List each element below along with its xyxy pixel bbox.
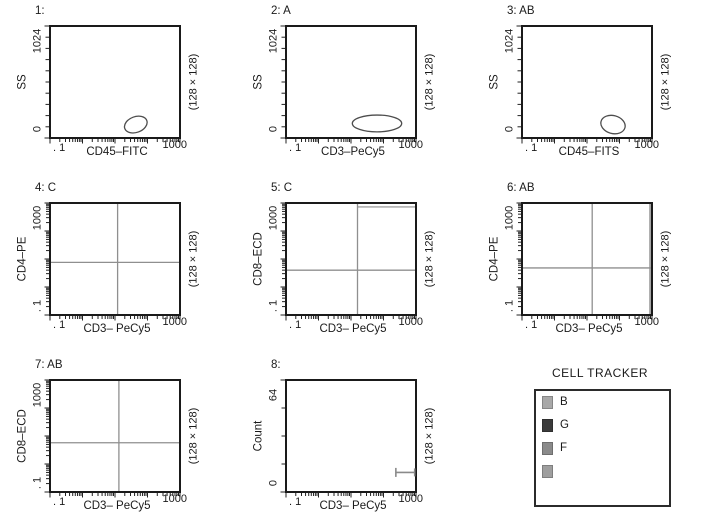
plot-area [280, 379, 417, 498]
x-axis-max-tick-label: 1000 [162, 493, 187, 505]
panel-title: 4: C [35, 182, 57, 194]
legend-entry: G [542, 419, 569, 432]
x-axis-label: CD3– PeCy5 [83, 323, 151, 335]
panel-2: 2: A 1024 SS 0 . 1 CD3–PeCy5 1000 (128 ×… [236, 0, 472, 177]
resolution-annotation: (128 × 128) [423, 407, 436, 465]
legend-label: F [560, 441, 568, 454]
legend-title: CELL TRACKER [551, 366, 649, 380]
x-axis-max-tick-label: 1000 [162, 316, 187, 328]
x-axis-label: CD3– PeCy5 [555, 323, 623, 335]
legend-label: B [560, 395, 568, 408]
plot-area [516, 25, 653, 144]
x-axis-min-tick-label: . 1 [289, 319, 302, 331]
x-axis-max-tick-label: 1000 [398, 316, 423, 328]
x-axis-min-tick-label: . 1 [525, 319, 538, 331]
panel-7: 7: AB 1000 CD8–ECD . 1 . 1 CD3– PeCy5 10… [0, 354, 236, 531]
plot-area [44, 379, 181, 498]
x-axis-max-tick-label: 1000 [634, 316, 659, 328]
panel-title: 7: AB [35, 359, 63, 371]
x-axis-min-tick-label: . 1 [53, 496, 66, 508]
x-axis-min-tick-label: . 1 [53, 319, 66, 331]
legend-label: G [560, 418, 569, 431]
x-axis-label: CD3– PeCy5 [83, 500, 151, 512]
panel-title: 2: A [271, 5, 291, 17]
plot-area [516, 202, 653, 321]
resolution-annotation: (128 × 128) [659, 53, 672, 111]
x-axis-min-tick-label: . 1 [525, 142, 538, 154]
panel-4: 4: C 1000 CD4–PE . 1 . 1 CD3– PeCy5 1000… [0, 177, 236, 354]
x-axis-min-tick-label: . 1 [53, 142, 66, 154]
x-axis-label: CD45–FITS [558, 146, 620, 158]
panel-6: 6: AB 1000 CD4–PE . 1 . 1 CD3– PeCy5 100… [472, 177, 709, 354]
x-axis-label: CD45–FITC [86, 146, 148, 158]
plot-area [44, 25, 181, 144]
panel-title: 1: [35, 5, 45, 17]
x-axis-min-tick-label: . 1 [289, 142, 302, 154]
plot-area [44, 202, 181, 321]
panel-5: 5: C 1000 CD8–ECD . 1 . 1 CD3– PeCy5 100… [236, 177, 472, 354]
x-axis-max-tick-label: 1000 [634, 139, 659, 151]
resolution-annotation: (128 × 128) [187, 53, 200, 111]
x-axis-label: CD3–PeCy5 [321, 146, 385, 158]
panel-title: 5: C [271, 182, 293, 194]
panel-title: 3: AB [507, 5, 535, 17]
x-axis-min-tick-label: . 1 [289, 496, 302, 508]
plot-area [280, 202, 417, 321]
legend-swatch-f [542, 442, 553, 455]
x-axis-label: CD3– PeCy5 [319, 323, 387, 335]
resolution-annotation: (128 × 128) [187, 230, 200, 288]
legend-panel: CELL TRACKER B G F [472, 354, 709, 531]
panel-8: 8: 64 Count 0 . 1 CD3– PeCy5 1000 (128 ×… [236, 354, 472, 531]
legend-swatch-unlabeled [542, 465, 553, 478]
x-axis-label: CD3– PeCy5 [319, 500, 387, 512]
panel-1: 1: 1024 SS 0 . 1 CD45–FITC 1000 (128 × 1… [0, 0, 236, 177]
legend-entry: B [542, 396, 568, 409]
plot-area [280, 25, 417, 144]
x-axis-max-tick-label: 1000 [398, 493, 423, 505]
panel-title: 8: [271, 359, 281, 371]
legend-swatch-g [542, 419, 553, 432]
resolution-annotation: (128 × 128) [187, 407, 200, 465]
legend-swatch-b [542, 396, 553, 409]
resolution-annotation: (128 × 128) [423, 230, 436, 288]
panel-3: 3: AB 1024 SS 0 . 1 CD45–FITS 1000 (128 … [472, 0, 709, 177]
x-axis-max-tick-label: 1000 [162, 139, 187, 151]
panel-title: 6: AB [507, 182, 535, 194]
x-axis-max-tick-label: 1000 [398, 139, 423, 151]
resolution-annotation: (128 × 128) [423, 53, 436, 111]
resolution-annotation: (128 × 128) [659, 230, 672, 288]
legend-box: B G F [534, 389, 671, 507]
legend-entry: F [542, 442, 567, 455]
legend-entry [542, 465, 560, 478]
